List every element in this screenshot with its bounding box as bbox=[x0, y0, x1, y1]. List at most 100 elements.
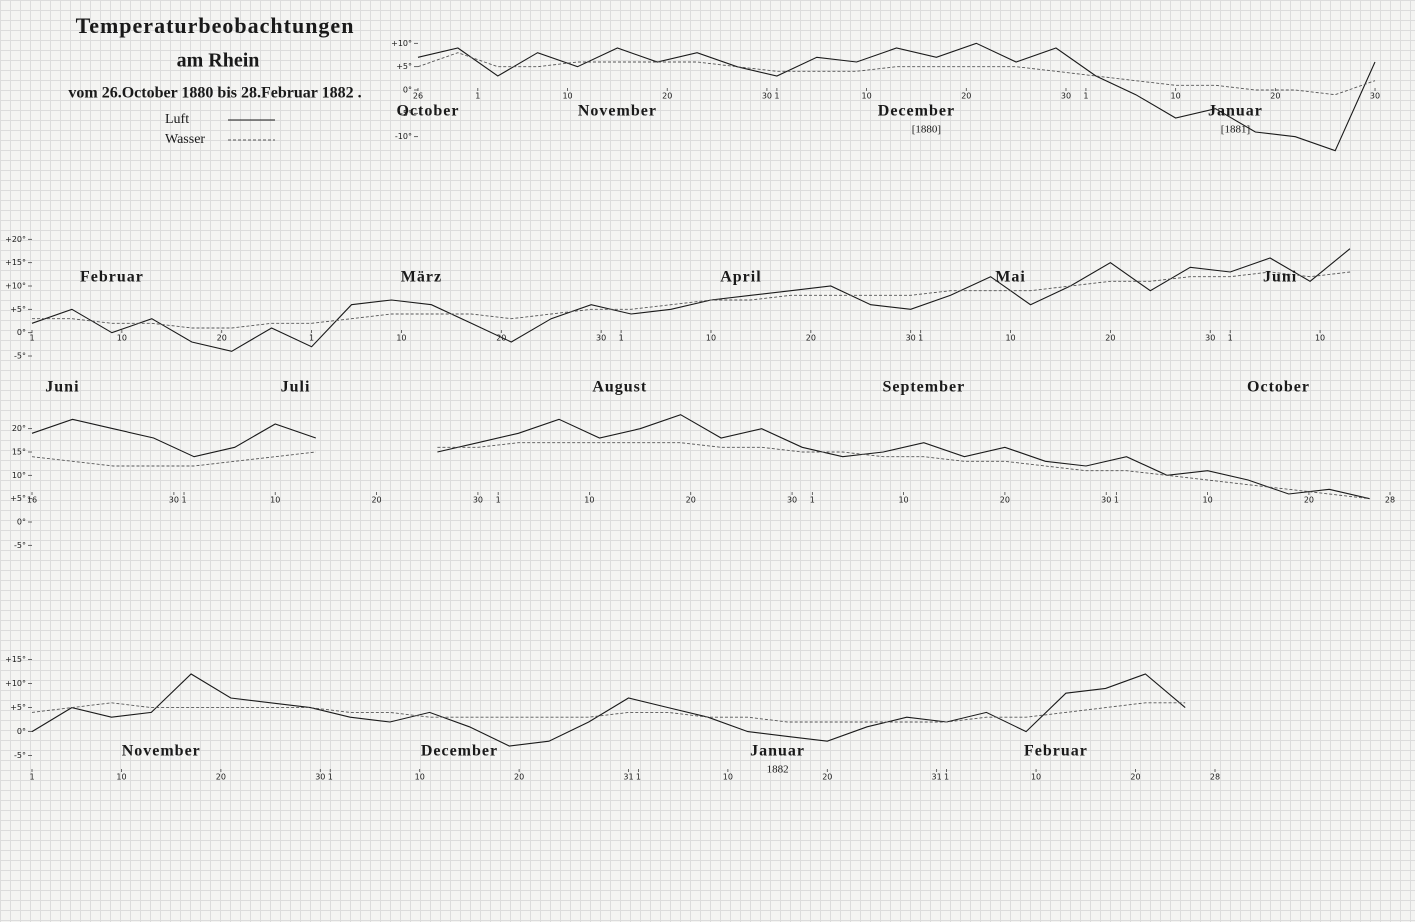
x-tick-label: 1 bbox=[29, 334, 34, 343]
y-tick-label: 15° bbox=[12, 448, 26, 457]
x-tick-label: 31 bbox=[932, 773, 942, 782]
month-label: Juni bbox=[1263, 269, 1297, 286]
x-tick-label: 1 bbox=[810, 496, 815, 505]
month-label: Juni bbox=[45, 379, 79, 396]
x-tick-label: 20 bbox=[1130, 773, 1140, 782]
x-tick-label: 20 bbox=[1000, 496, 1010, 505]
month-label: März bbox=[401, 269, 442, 286]
y-tick-label: +5° bbox=[10, 703, 26, 712]
x-tick-label: 10 bbox=[584, 496, 594, 505]
temperature-line bbox=[31, 702, 1186, 723]
legend-label: Luft bbox=[165, 112, 189, 127]
x-tick-label: 30 bbox=[1061, 92, 1071, 101]
month-label: Februar bbox=[80, 269, 144, 286]
x-tick-label: 30 bbox=[315, 773, 325, 782]
month-label: Juli bbox=[281, 379, 311, 396]
temperature-line bbox=[31, 442, 1370, 500]
x-tick-label: 28 bbox=[1210, 773, 1220, 782]
y-tick-label: -5° bbox=[14, 352, 26, 361]
month-label: September bbox=[882, 379, 965, 396]
y-tick-label: +5° bbox=[396, 62, 412, 71]
y-tick-label: -5° bbox=[14, 541, 26, 550]
x-tick-label: 1 bbox=[918, 334, 923, 343]
x-tick-label: 1 bbox=[1083, 92, 1088, 101]
y-tick-label: 0° bbox=[17, 518, 26, 527]
x-tick-label: 31 bbox=[623, 773, 633, 782]
x-tick-label: 10 bbox=[1005, 334, 1015, 343]
x-tick-label: 1 bbox=[328, 773, 333, 782]
x-tick-label: 10 bbox=[415, 773, 425, 782]
y-tick-label: +10° bbox=[391, 39, 412, 48]
x-tick-label: 20 bbox=[822, 773, 832, 782]
x-tick-label: 20 bbox=[1105, 334, 1115, 343]
x-tick-label: 20 bbox=[961, 92, 971, 101]
x-tick-label: 10 bbox=[117, 334, 127, 343]
y-tick-label: 10° bbox=[12, 471, 26, 480]
legend: Luft Wasser bbox=[165, 112, 275, 147]
x-tick-label: 10 bbox=[270, 496, 280, 505]
y-tick-label: +5° bbox=[10, 305, 26, 314]
x-tick-label: 10 bbox=[116, 773, 126, 782]
month-label: Februar bbox=[1024, 743, 1088, 760]
month-label: December bbox=[878, 103, 955, 120]
month-label: April bbox=[720, 269, 761, 286]
x-tick-label: 20 bbox=[686, 496, 696, 505]
x-tick-label: 10 bbox=[562, 92, 572, 101]
x-tick-label: 20 bbox=[806, 334, 816, 343]
x-tick-label: 10 bbox=[706, 334, 716, 343]
y-tick-label: +5° bbox=[10, 494, 26, 503]
y-tick-label: -5° bbox=[14, 751, 26, 760]
x-tick-label: 20 bbox=[514, 773, 524, 782]
temperature-line bbox=[32, 271, 1351, 329]
x-tick-label: 20 bbox=[371, 496, 381, 505]
x-tick-label: 10 bbox=[862, 92, 872, 101]
x-tick-label: 1 bbox=[944, 773, 949, 782]
y-tick-label: +20° bbox=[5, 235, 26, 244]
x-tick-label: 26 bbox=[413, 92, 423, 101]
x-tick-label: 16 bbox=[27, 496, 37, 505]
x-tick-label: 30 bbox=[596, 334, 606, 343]
month-label: December bbox=[421, 743, 498, 760]
x-tick-label: 30 bbox=[1101, 496, 1111, 505]
x-tick-label: 28 bbox=[1385, 496, 1395, 505]
y-tick-label: -10° bbox=[395, 132, 412, 141]
month-label: Januar bbox=[750, 743, 805, 760]
x-tick-label: 1 bbox=[475, 92, 480, 101]
x-tick-label: 1 bbox=[29, 773, 34, 782]
temperature-line bbox=[417, 42, 1376, 152]
chart-title: Temperaturbeobachtungen bbox=[76, 13, 355, 38]
month-label: November bbox=[578, 103, 657, 120]
x-tick-label: 10 bbox=[396, 334, 406, 343]
x-tick-label: 1 bbox=[1228, 334, 1233, 343]
x-tick-label: 10 bbox=[898, 496, 908, 505]
x-tick-label: 20 bbox=[217, 334, 227, 343]
x-tick-label: 10 bbox=[1202, 496, 1212, 505]
x-tick-label: 30 bbox=[169, 496, 179, 505]
month-label: October bbox=[396, 103, 459, 120]
year-label: 1882 bbox=[767, 764, 789, 776]
x-tick-label: 30 bbox=[762, 92, 772, 101]
y-tick-label: +10° bbox=[5, 282, 26, 291]
chart-subtitle: am Rhein bbox=[177, 50, 260, 72]
month-label: Januar bbox=[1208, 103, 1263, 120]
y-tick-label: 0° bbox=[17, 727, 26, 736]
month-label: Mai bbox=[995, 269, 1026, 286]
x-tick-label: 10 bbox=[1171, 92, 1181, 101]
y-tick-label: 0° bbox=[17, 328, 26, 337]
x-tick-label: 1 bbox=[774, 92, 779, 101]
x-tick-label: 20 bbox=[662, 92, 672, 101]
y-tick-label: 0° bbox=[403, 86, 412, 95]
x-tick-label: 1 bbox=[1114, 496, 1119, 505]
x-tick-label: 1 bbox=[636, 773, 641, 782]
x-tick-label: 20 bbox=[216, 773, 226, 782]
x-tick-label: 20 bbox=[1304, 496, 1314, 505]
month-label: November bbox=[122, 743, 201, 760]
y-tick-label: -5° bbox=[400, 109, 412, 118]
x-tick-label: 10 bbox=[723, 773, 733, 782]
x-tick-label: 30 bbox=[473, 496, 483, 505]
x-tick-label: 1 bbox=[309, 334, 314, 343]
temperature-line bbox=[31, 673, 1186, 747]
x-tick-label: 10 bbox=[1315, 334, 1325, 343]
x-tick-label: 30 bbox=[787, 496, 797, 505]
